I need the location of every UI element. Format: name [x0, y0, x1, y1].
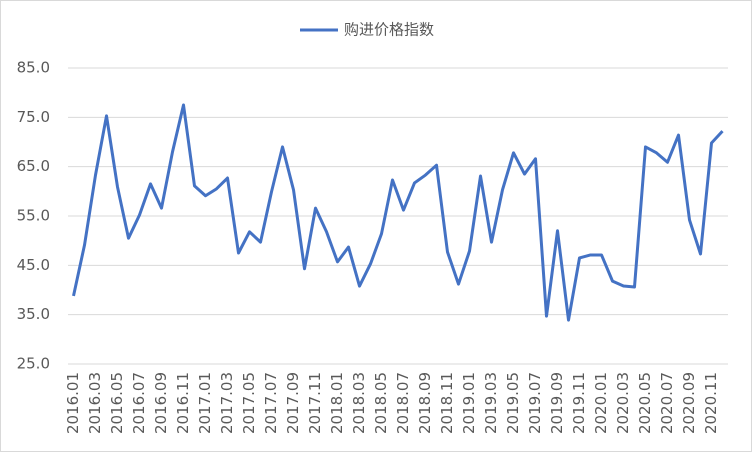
- x-tick-label: 2019.05: [504, 372, 522, 434]
- x-tick-label: 2017.01: [196, 372, 214, 434]
- x-tick-label: 2019.07: [526, 372, 544, 434]
- x-tick-label: 2020.11: [702, 372, 720, 434]
- x-tick-label: 2018.01: [328, 372, 346, 434]
- x-tick-label: 2019.03: [482, 372, 500, 434]
- y-tick-label: 45.0: [17, 256, 50, 274]
- x-tick-label: 2018.05: [372, 372, 390, 434]
- y-tick-label: 75.0: [17, 108, 50, 126]
- y-tick-label: 35.0: [17, 305, 50, 323]
- y-tick-label: 55.0: [17, 207, 50, 225]
- x-tick-label: 2017.09: [284, 372, 302, 434]
- x-tick-label: 2020.05: [636, 372, 654, 434]
- y-tick-label: 25.0: [17, 355, 50, 373]
- x-tick-label: 2017.03: [218, 372, 236, 434]
- x-tick-label: 2016.11: [174, 372, 192, 434]
- x-tick-label: 2016.01: [64, 372, 82, 434]
- x-tick-label: 2017.05: [240, 372, 258, 434]
- x-tick-label: 2017.07: [262, 372, 280, 434]
- x-tick-label: 2017.11: [306, 372, 324, 434]
- x-tick-label: 2020.07: [658, 372, 676, 434]
- x-tick-label: 2018.03: [350, 372, 368, 434]
- x-tick-label: 2020.01: [592, 372, 610, 434]
- series-line: [72, 103, 724, 322]
- x-tick-label: 2019.09: [548, 372, 566, 434]
- legend-label: 购进价格指数: [344, 21, 434, 39]
- x-tick-label: 2020.09: [680, 372, 698, 434]
- x-tick-label: 2018.09: [416, 372, 434, 434]
- x-tick-label: 2020.03: [614, 372, 632, 434]
- y-tick-label: 65.0: [17, 157, 50, 175]
- y-tick-label: 85.0: [17, 59, 50, 77]
- x-tick-label: 2016.03: [86, 372, 104, 434]
- x-tick-label: 2019.11: [570, 372, 588, 434]
- x-tick-label: 2016.07: [130, 372, 148, 434]
- x-tick-label: 2016.05: [108, 372, 126, 434]
- x-tick-label: 2018.11: [438, 372, 456, 434]
- x-tick-label: 2016.09: [152, 372, 170, 434]
- x-tick-label: 2018.07: [394, 372, 412, 434]
- x-tick-label: 2019.01: [460, 372, 478, 434]
